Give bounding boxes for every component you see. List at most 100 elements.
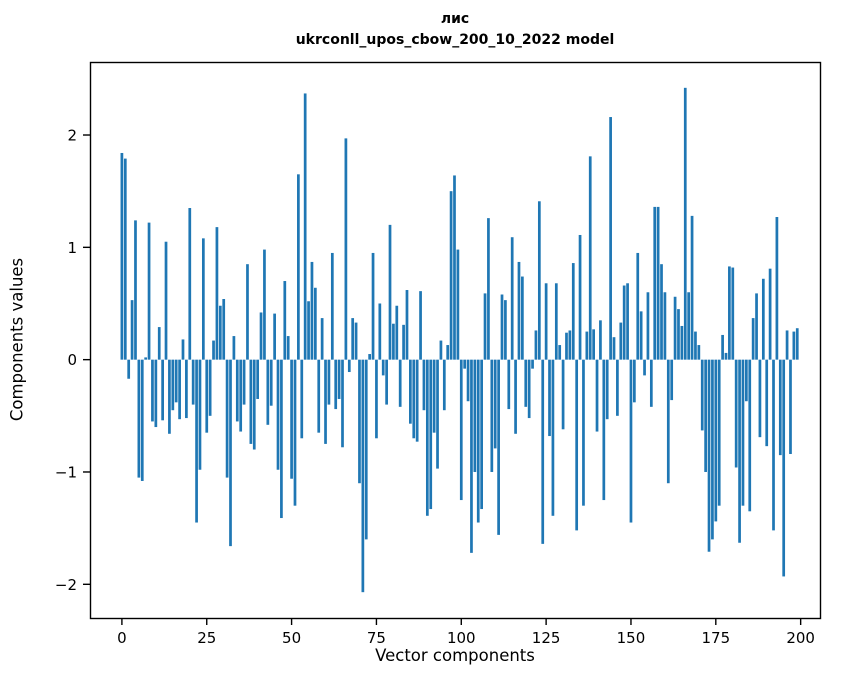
bar xyxy=(307,301,310,360)
bar xyxy=(734,359,738,468)
bar xyxy=(782,359,786,577)
bar xyxy=(212,340,215,360)
axes-box xyxy=(89,61,822,620)
bar xyxy=(218,305,222,360)
bar xyxy=(629,359,633,523)
bar xyxy=(415,359,419,442)
bar xyxy=(222,299,226,360)
x-tick-label: 150 xyxy=(617,629,646,647)
bar xyxy=(130,300,134,360)
y-tick-label: 0 xyxy=(67,351,77,369)
bar xyxy=(639,311,643,360)
bar xyxy=(700,359,704,431)
bar xyxy=(330,252,334,360)
bar xyxy=(514,359,517,434)
bar xyxy=(707,359,711,552)
bar xyxy=(232,336,236,360)
bar xyxy=(711,359,714,540)
bar xyxy=(490,359,494,472)
y-tick-label: −1 xyxy=(55,463,77,481)
bar xyxy=(633,359,636,403)
bar xyxy=(717,359,721,506)
bar xyxy=(565,332,568,360)
bar xyxy=(225,359,229,478)
bar xyxy=(344,138,348,360)
bar xyxy=(599,320,602,360)
bar xyxy=(588,156,592,360)
bar xyxy=(147,222,151,360)
chart-title: лис xyxy=(440,11,470,27)
bar xyxy=(680,325,684,360)
bar xyxy=(487,218,490,360)
bar xyxy=(755,293,758,360)
bar xyxy=(429,359,433,510)
bar xyxy=(371,252,375,360)
bar xyxy=(687,292,691,360)
bar xyxy=(242,359,246,405)
bar xyxy=(310,261,314,360)
bar xyxy=(476,359,480,523)
bar xyxy=(273,313,276,360)
y-tick-label: −2 xyxy=(55,576,77,594)
bar xyxy=(751,318,755,360)
bar xyxy=(551,359,555,516)
bar xyxy=(191,359,195,405)
bar xyxy=(500,294,504,360)
bar xyxy=(622,285,626,360)
bar xyxy=(792,331,796,360)
bar xyxy=(334,359,338,410)
bar xyxy=(694,331,697,360)
bar xyxy=(286,336,290,360)
bar xyxy=(120,152,124,360)
bar xyxy=(785,330,789,360)
bar xyxy=(140,359,144,481)
bar xyxy=(643,359,646,376)
bar xyxy=(548,359,551,437)
bar xyxy=(690,215,694,360)
bar xyxy=(738,359,741,543)
bar xyxy=(263,249,266,360)
bar xyxy=(521,276,524,360)
bar xyxy=(185,359,188,419)
bar xyxy=(378,303,382,360)
bar xyxy=(745,359,748,402)
bar xyxy=(283,281,287,360)
bar xyxy=(239,359,243,432)
bar xyxy=(670,359,674,401)
x-tick-label: 50 xyxy=(282,629,301,647)
bar xyxy=(300,359,304,439)
bar xyxy=(504,300,507,360)
bar xyxy=(137,359,141,478)
x-axis-label: Vector components xyxy=(375,646,535,665)
bar xyxy=(748,359,752,512)
bar xyxy=(602,359,606,501)
y-tick-label: 1 xyxy=(67,239,77,257)
bar xyxy=(151,359,154,422)
bar xyxy=(337,359,341,399)
bar xyxy=(721,334,724,360)
bar xyxy=(171,359,175,411)
bar xyxy=(252,359,256,450)
bar xyxy=(636,252,640,360)
bar xyxy=(439,340,443,360)
bar xyxy=(653,206,657,360)
bar xyxy=(154,359,158,428)
bar xyxy=(280,359,283,519)
bar xyxy=(168,359,171,434)
bar xyxy=(714,359,718,522)
bar xyxy=(134,220,137,360)
bar xyxy=(324,359,327,444)
bar xyxy=(395,305,399,360)
bar xyxy=(497,359,500,535)
bar xyxy=(537,201,541,360)
x-tick-label: 175 xyxy=(701,629,730,647)
bar xyxy=(595,359,599,432)
bar xyxy=(358,359,361,484)
bar xyxy=(327,359,331,405)
bar xyxy=(442,359,446,411)
bar xyxy=(541,359,545,544)
bar xyxy=(772,359,775,531)
bar xyxy=(571,263,575,360)
